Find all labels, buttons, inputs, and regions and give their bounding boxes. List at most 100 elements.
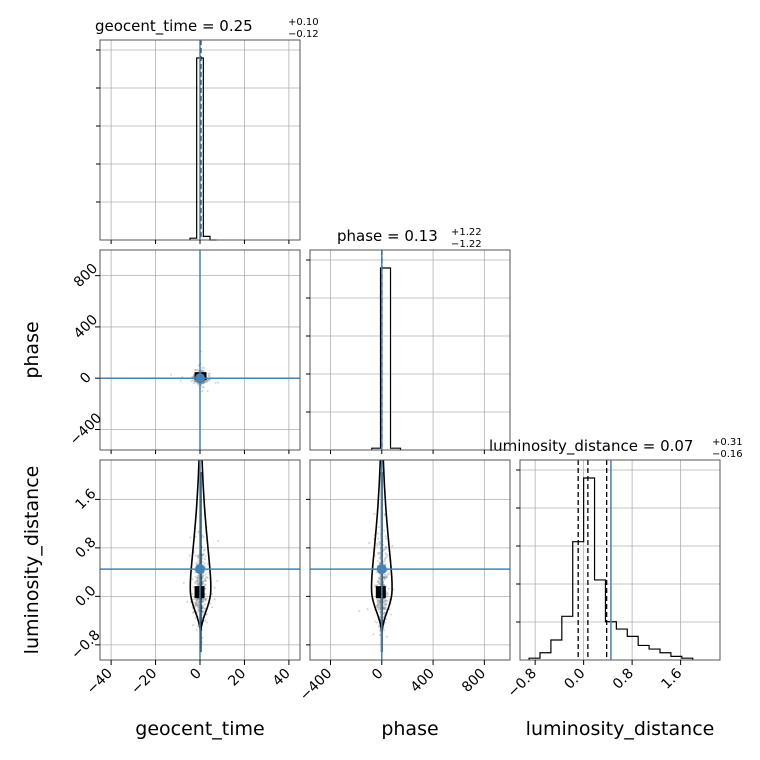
ytick-label-phase: 0 xyxy=(77,369,95,387)
scatter-phase-vs-luminosity-distance-point xyxy=(384,546,387,549)
scatter-geocent-time-vs-luminosity-distance-point xyxy=(204,576,207,579)
scatter-geocent-time-vs-luminosity-distance-point xyxy=(196,574,199,577)
scatter-geocent-time-vs-luminosity-distance-point xyxy=(203,603,206,606)
scatter-phase-vs-luminosity-distance-point xyxy=(377,605,380,608)
scatter-phase-vs-luminosity-distance-point xyxy=(378,610,381,613)
scatter-phase-vs-luminosity-distance-point xyxy=(382,601,385,604)
scatter-phase-vs-luminosity-distance-point xyxy=(376,603,379,606)
xtick-label-phase: 400 xyxy=(408,666,438,696)
xtick-label-luminosity-distance: 0.8 xyxy=(610,666,637,693)
scatter-geocent-time-vs-phase-point xyxy=(195,381,198,384)
scatter-geocent-time-vs-luminosity-distance-point xyxy=(205,597,208,600)
scatter-phase-vs-luminosity-distance-point xyxy=(385,603,388,606)
scatter-geocent-time-vs-luminosity-distance-point xyxy=(194,603,197,606)
scatter-geocent-time-vs-luminosity-distance-point xyxy=(201,553,204,556)
scatter-phase-vs-luminosity-distance-point xyxy=(377,526,380,529)
scatter-geocent-time-vs-luminosity-distance-point xyxy=(204,583,207,586)
hist-phase-step xyxy=(371,267,402,450)
title-luminosity-distance-main: luminosity_distance = 0.07 xyxy=(489,437,693,456)
scatter-geocent-time-vs-luminosity-distance-point xyxy=(194,601,197,604)
scatter-phase-vs-luminosity-distance-point xyxy=(378,541,381,544)
scatter-phase-vs-luminosity-distance-point xyxy=(378,601,381,604)
scatter-geocent-time-vs-luminosity-distance-point xyxy=(195,579,198,582)
scatter-phase-vs-luminosity-distance-point xyxy=(379,578,382,581)
scatter-geocent-time-vs-luminosity-distance-point xyxy=(197,554,200,557)
scatter-geocent-time-vs-luminosity-distance-point xyxy=(201,636,204,639)
scatter-geocent-time-vs-luminosity-distance-point xyxy=(195,604,198,607)
scatter-geocent-time-vs-phase-point xyxy=(207,379,210,382)
scatter-geocent-time-vs-luminosity-distance-point xyxy=(197,604,200,607)
scatter-phase-vs-luminosity-distance-point xyxy=(376,542,379,545)
scatter-geocent-time-vs-luminosity-distance-point xyxy=(204,573,207,576)
scatter-geocent-time-vs-luminosity-distance-point xyxy=(196,583,199,586)
xlabel-luminosity-distance: luminosity_distance xyxy=(526,718,715,740)
scatter-geocent-time-vs-luminosity-distance-point xyxy=(202,606,205,609)
scatter-geocent-time-vs-phase-point xyxy=(214,381,217,384)
hist-luminosity-distance-bin xyxy=(595,580,606,660)
scatter-geocent-time-vs-luminosity-distance-point xyxy=(204,598,207,601)
scatter-phase-vs-luminosity-distance-point xyxy=(382,607,385,610)
scatter-phase-vs-luminosity-distance-point xyxy=(379,551,382,554)
scatter-geocent-time-vs-luminosity-distance-point xyxy=(201,561,204,564)
scatter-phase-vs-luminosity-distance-point xyxy=(383,606,386,609)
scatter-phase-vs-luminosity-distance-point xyxy=(386,600,389,603)
scatter-phase-vs-luminosity-distance-border xyxy=(309,459,511,661)
scatter-phase-vs-luminosity-distance-points xyxy=(358,460,395,653)
scatter-phase-vs-luminosity-distance-point xyxy=(378,599,381,602)
scatter-geocent-time-vs-luminosity-distance-point xyxy=(204,555,207,558)
scatter-geocent-time-vs-luminosity-distance-point xyxy=(197,604,200,607)
scatter-geocent-time-vs-phase-point xyxy=(179,379,182,382)
scatter-geocent-time-vs-luminosity-distance-point xyxy=(188,554,191,557)
xtick-label-geocent-time: 40 xyxy=(270,666,294,690)
scatter-phase-vs-luminosity-distance-point xyxy=(377,582,380,585)
scatter-geocent-time-vs-luminosity-distance-point xyxy=(202,575,205,578)
ytick-label-luminosity-distance: 0.8 xyxy=(72,534,99,561)
scatter-phase-vs-luminosity-distance-point xyxy=(377,532,380,535)
scatter-geocent-time-vs-phase-point xyxy=(196,369,199,372)
scatter-phase-vs-luminosity-distance-point xyxy=(384,621,387,624)
hist-luminosity-distance-bin xyxy=(551,640,562,660)
scatter-phase-vs-luminosity-distance-point xyxy=(377,580,380,583)
scatter-geocent-time-vs-luminosity-distance-point xyxy=(192,611,195,614)
scatter-geocent-time-vs-luminosity-distance-point xyxy=(204,587,207,590)
scatter-geocent-time-vs-phase-point xyxy=(192,375,195,378)
scatter-phase-vs-luminosity-distance-point xyxy=(382,612,385,615)
scatter-phase-vs-luminosity-distance-point xyxy=(376,560,379,563)
scatter-geocent-time-vs-luminosity-distance-point xyxy=(202,581,205,584)
scatter-geocent-time-vs-luminosity-distance-point xyxy=(197,604,200,607)
xtick-label-phase: 800 xyxy=(459,666,489,696)
scatter-phase-vs-luminosity-distance-point xyxy=(384,606,387,609)
scatter-geocent-time-vs-luminosity-distance-point xyxy=(202,552,205,555)
title-geocent-time: geocent_time = 0.25 +0.10 −0.12 xyxy=(95,17,319,40)
hist-phase xyxy=(306,249,511,451)
scatter-phase-vs-luminosity-distance-point xyxy=(383,548,386,551)
scatter-geocent-time-vs-phase-points xyxy=(170,350,220,393)
hist-luminosity-distance-bin xyxy=(660,653,671,660)
scatter-phase-vs-luminosity-distance-point xyxy=(383,576,386,579)
scatter-geocent-time-vs-luminosity-distance-point xyxy=(204,583,207,586)
scatter-phase-vs-luminosity-distance-point xyxy=(384,557,387,560)
scatter-phase-vs-luminosity-distance-point xyxy=(383,529,386,532)
scatter-geocent-time-vs-luminosity-distance-point xyxy=(197,607,200,610)
scatter-phase-vs-luminosity-distance-point xyxy=(384,535,387,538)
scatter-geocent-time-vs-luminosity-distance-point xyxy=(197,531,200,534)
scatter-geocent-time-vs-luminosity-distance-points xyxy=(182,460,220,653)
scatter-geocent-time-vs-phase-point xyxy=(192,374,195,377)
scatter-geocent-time-vs-luminosity-distance-point xyxy=(201,605,204,608)
scatter-phase-vs-luminosity-distance-point xyxy=(383,577,386,580)
scatter-phase-vs-luminosity-distance-point xyxy=(383,602,386,605)
scatter-geocent-time-vs-phase-point xyxy=(202,381,205,384)
scatter-geocent-time-vs-luminosity-distance-point xyxy=(201,576,204,579)
hist-luminosity-distance-bin xyxy=(616,629,627,660)
scatter-phase-vs-luminosity-distance-point xyxy=(392,588,395,591)
scatter-geocent-time-vs-luminosity-distance-point xyxy=(213,598,216,601)
scatter-geocent-time-vs-luminosity-distance-point xyxy=(201,577,204,580)
scatter-phase-vs-luminosity-distance-point xyxy=(384,545,387,548)
scatter-phase-vs-luminosity-distance-point xyxy=(385,576,388,579)
scatter-phase-vs-luminosity-distance-truth-marker xyxy=(376,564,387,575)
scatter-phase-vs-luminosity-distance-point xyxy=(377,553,380,556)
scatter-geocent-time-vs-luminosity-distance-point xyxy=(201,641,204,644)
scatter-phase-vs-luminosity-distance-point xyxy=(384,552,387,555)
scatter-phase-vs-luminosity-distance-point xyxy=(383,611,386,614)
scatter-phase-vs-luminosity-distance-point xyxy=(390,613,393,616)
